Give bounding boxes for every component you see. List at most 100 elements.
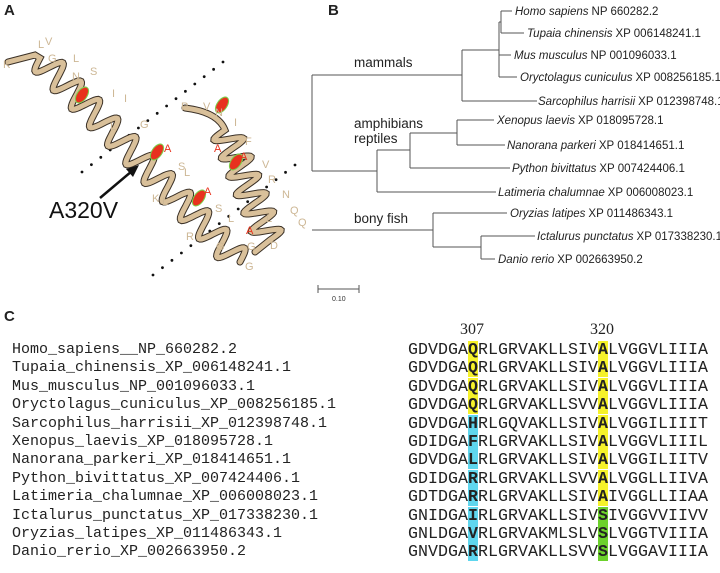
residue: S [568, 413, 578, 433]
accession-number: XP 006148241.1 [615, 28, 700, 40]
membrane-dot [155, 111, 159, 115]
residue-label: V [262, 159, 270, 171]
residue: D [418, 395, 428, 415]
residue: L [548, 395, 558, 415]
species-name: Mus musculus [514, 50, 588, 62]
residue: I [648, 413, 658, 433]
residue: I [678, 524, 688, 543]
sequence-name: Tupaia_chinensis_XP_006148241.1 [12, 359, 292, 377]
group-label-reptiles: reptiles [354, 131, 398, 146]
residue-320: A [598, 432, 608, 451]
tree-branches [311, 10, 537, 293]
residue-label: N [282, 189, 290, 201]
sequence-name: Latimeria_chalumnae_XP_006008023.1 [12, 488, 319, 506]
residue: A [458, 340, 468, 359]
residue: L [558, 468, 568, 488]
residue-label: G [245, 261, 254, 273]
sequence: GDVDGAQRLGRVAKLLSIVALVGGVLIIIA [408, 358, 708, 378]
residue: V [658, 542, 668, 562]
residue: V [688, 468, 698, 488]
residue: V [618, 358, 628, 378]
residue: I [678, 505, 688, 525]
residue: V [518, 413, 528, 433]
membrane-dot [221, 60, 225, 64]
group-label-mammals: mammals [354, 55, 413, 70]
residue-307: H [468, 413, 478, 433]
residue: G [448, 413, 458, 433]
residue: V [658, 505, 668, 525]
residue: L [548, 450, 558, 470]
residue: I [688, 432, 698, 451]
residue: G [628, 542, 638, 562]
residue: V [648, 505, 658, 525]
membrane-dot [146, 119, 150, 123]
residue: G [498, 395, 508, 415]
sequence-name: Xenopus_laevis_XP_018095728.1 [12, 433, 274, 450]
residue: G [408, 524, 418, 543]
residue: L [488, 505, 498, 525]
residue: A [458, 468, 468, 488]
residue: K [538, 395, 548, 415]
species-name: Xenopus laevis [496, 115, 575, 127]
residue: S [568, 505, 578, 525]
residue: G [498, 358, 508, 378]
residue-label: V [45, 36, 53, 48]
residue: D [438, 358, 448, 378]
residue: A [528, 376, 538, 396]
helix-ribbon-2-fill [182, 105, 284, 255]
highlighted-residue-label: A [204, 186, 212, 198]
membrane-dot [99, 155, 103, 159]
residue: K [538, 358, 548, 378]
residue: I [668, 413, 678, 433]
residue: I [578, 376, 588, 396]
residue-label: I [234, 117, 237, 129]
residue: G [498, 432, 508, 451]
group-label-amphibians: amphibians [354, 116, 423, 131]
residue-label: L [110, 121, 116, 133]
membrane-dot [151, 273, 155, 277]
residue: V [428, 376, 438, 396]
residue: R [478, 413, 488, 433]
residue: R [478, 542, 488, 562]
residue: G [628, 468, 638, 488]
residue-label: F [245, 136, 252, 148]
species-name: Sarcophilus harrisii [538, 96, 636, 108]
residue-label: L [266, 213, 272, 225]
residue: V [618, 524, 628, 543]
membrane-dot [293, 163, 297, 167]
residue: G [628, 524, 638, 543]
residue: I [678, 487, 688, 507]
residue: L [488, 432, 498, 451]
residue: A [698, 395, 708, 415]
residue: S [568, 450, 578, 470]
residue: I [678, 450, 688, 470]
residue: I [578, 505, 588, 525]
membrane-dot [265, 185, 268, 189]
accession-number: XP 017338230.1 [637, 231, 720, 243]
accession-number: XP 006008023.1 [608, 187, 693, 199]
residue: G [498, 487, 508, 507]
residue: I [428, 505, 438, 525]
residue: G [448, 542, 458, 562]
residue-320: A [598, 487, 608, 507]
residue: S [568, 340, 578, 359]
residue: S [568, 468, 578, 488]
species-name: Danio rerio [498, 254, 555, 266]
residue: L [488, 450, 498, 470]
residue: A [528, 395, 538, 415]
arrow-line [99, 170, 133, 199]
residue: L [658, 468, 668, 488]
residue: D [418, 487, 428, 507]
residue: D [438, 468, 448, 488]
residue: A [528, 340, 538, 359]
residue: I [678, 376, 688, 396]
residue: L [558, 524, 568, 543]
residue: A [458, 432, 468, 451]
residue: L [548, 432, 558, 451]
residue: L [548, 340, 558, 359]
sequence: GNVDGARRLGRVAKLLSVVSLVGGAVIIIA [408, 542, 708, 562]
residue: R [508, 542, 518, 562]
residue: S [568, 487, 578, 507]
residue: G [448, 505, 458, 525]
